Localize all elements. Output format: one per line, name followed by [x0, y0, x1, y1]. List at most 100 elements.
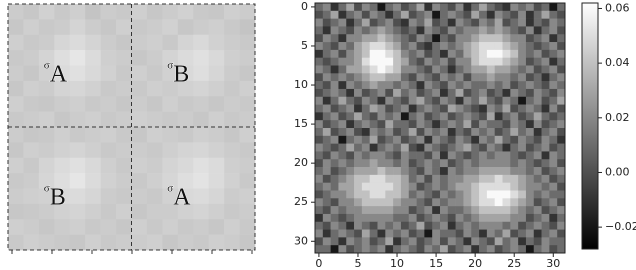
- cell: [518, 81, 527, 90]
- cell: [440, 182, 449, 191]
- cell: [541, 151, 550, 160]
- cell: [510, 159, 519, 168]
- cell: [377, 151, 386, 160]
- cell: [541, 245, 550, 254]
- cell: [346, 112, 355, 121]
- pixel: [116, 96, 132, 112]
- cell: [502, 120, 511, 129]
- cell: [479, 206, 488, 215]
- cell: [338, 174, 347, 183]
- cell: [510, 143, 519, 152]
- cell: [541, 135, 550, 144]
- cell: [338, 245, 347, 254]
- cell: [354, 128, 363, 137]
- cell: [471, 221, 480, 230]
- pixel: [69, 219, 86, 235]
- cell: [471, 10, 480, 19]
- cell: [525, 57, 535, 66]
- quadrant-label: σA: [44, 59, 68, 87]
- cell: [416, 174, 425, 183]
- cell: [557, 213, 566, 223]
- cell: [385, 151, 394, 160]
- cell: [447, 229, 456, 238]
- cell: [533, 120, 542, 129]
- cell: [393, 206, 402, 215]
- cell: [447, 128, 456, 137]
- cell: [549, 151, 558, 160]
- cell: [377, 81, 386, 90]
- pixel: [54, 173, 71, 189]
- pixel: [224, 34, 240, 51]
- cell: [502, 190, 511, 199]
- pixel: [162, 65, 179, 82]
- pixel: [116, 111, 132, 128]
- cell: [322, 198, 331, 207]
- cell: [479, 151, 488, 160]
- cell: [455, 120, 464, 129]
- cell: [361, 128, 370, 137]
- cell: [338, 81, 347, 90]
- cell: [494, 49, 503, 58]
- pixel: [146, 111, 163, 128]
- cell: [533, 221, 542, 230]
- pixel: [69, 19, 86, 36]
- pixel: [162, 4, 179, 20]
- pixel: [162, 157, 179, 174]
- cell: [400, 182, 410, 191]
- pixel: [100, 19, 117, 36]
- pixel: [177, 203, 194, 220]
- cell: [361, 159, 370, 168]
- cell: [510, 182, 519, 191]
- cell: [525, 213, 535, 223]
- cell: [424, 34, 433, 43]
- cell: [557, 135, 566, 144]
- pixel: [208, 188, 225, 205]
- cell: [486, 10, 495, 19]
- pixel: [162, 173, 179, 189]
- cell: [393, 96, 402, 105]
- cell: [518, 151, 527, 160]
- cell: [315, 213, 324, 223]
- cell: [510, 42, 519, 51]
- cell: [330, 73, 339, 82]
- pixel: [239, 34, 256, 51]
- pixel: [23, 111, 40, 128]
- cell: [525, 190, 535, 199]
- cell: [494, 104, 503, 113]
- cell: [432, 120, 441, 129]
- pixel: [85, 65, 101, 82]
- cell: [494, 151, 503, 160]
- y-tick-label: 15: [294, 117, 308, 130]
- cell: [369, 143, 378, 152]
- cell: [533, 237, 542, 246]
- cell: [518, 143, 527, 152]
- cell: [369, 135, 378, 144]
- pixel: [162, 188, 179, 205]
- cell: [502, 135, 511, 144]
- cell: [338, 182, 347, 191]
- cell: [369, 174, 378, 183]
- cell: [385, 104, 394, 113]
- cell: [502, 112, 511, 121]
- cell: [369, 73, 378, 82]
- cell: [322, 42, 331, 51]
- pixel: [131, 34, 148, 51]
- cell: [525, 88, 535, 98]
- cell: [455, 104, 464, 113]
- cell: [369, 104, 378, 113]
- cell: [455, 96, 464, 105]
- pixel: [146, 219, 163, 235]
- cell: [510, 167, 519, 176]
- cell: [400, 26, 410, 35]
- cell: [447, 190, 456, 199]
- pixel: [224, 203, 240, 220]
- pixel: [116, 127, 132, 143]
- cell: [346, 198, 355, 207]
- cell: [400, 174, 410, 183]
- cell: [424, 73, 433, 82]
- cell: [533, 49, 542, 58]
- cell: [533, 190, 542, 199]
- cell: [510, 151, 519, 160]
- cell: [400, 190, 410, 199]
- cell: [541, 190, 550, 199]
